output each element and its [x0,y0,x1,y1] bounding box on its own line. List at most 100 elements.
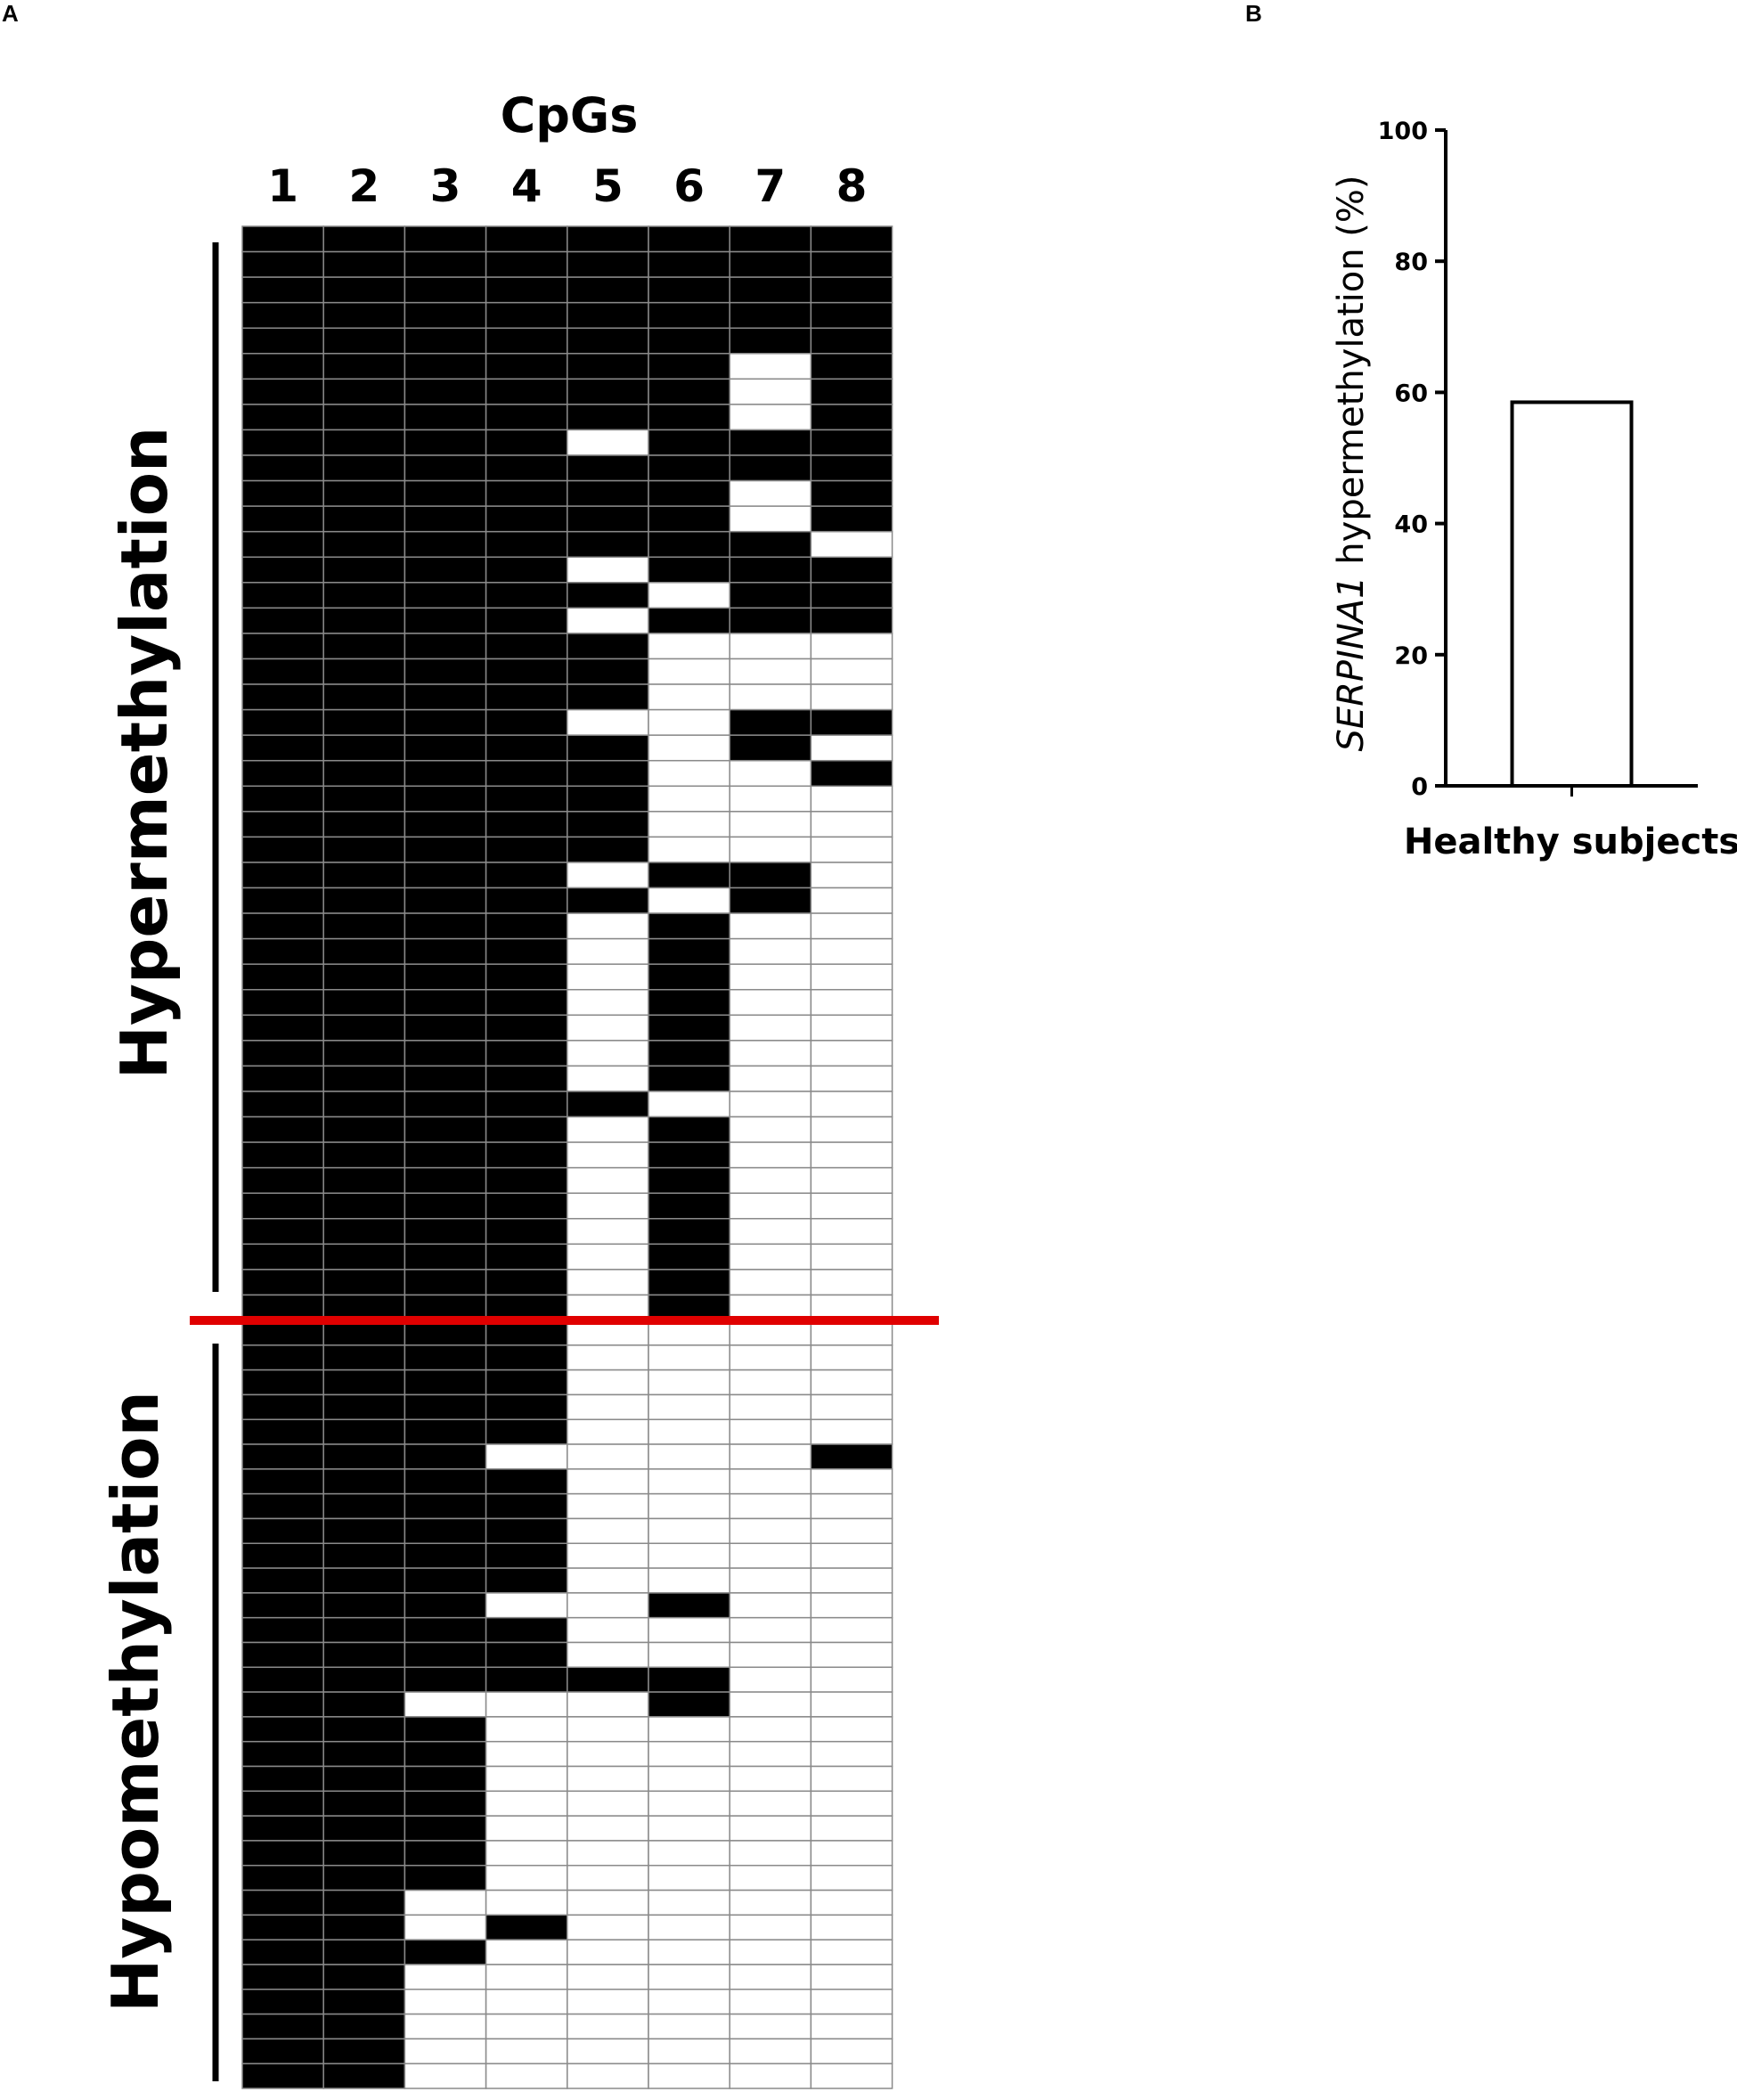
hypermethylation-cell [810,633,893,660]
hypomethylation-cell [567,1765,649,1793]
hypermethylation-cell [485,1115,568,1143]
hypermethylation-cell [810,1166,893,1194]
hypomethylation-cell [404,1716,487,1743]
hypermethylation-cell [648,988,730,1017]
hypermethylation-cell [648,378,730,405]
hypomethylation-cell [404,1344,487,1371]
y-axis-label: SERPINA1 hypermethylation (%) [1331,175,1372,751]
hypermethylation-cell [810,505,893,533]
hypermethylation-cell [241,1243,324,1271]
hypermethylation-cell [322,404,406,431]
hypermethylation-cell [810,708,893,736]
hypomethylation-cell [810,1616,893,1644]
hypomethylation-cell [485,1666,568,1693]
hypermethylation-cell [404,862,487,889]
hypermethylation-cell [810,530,893,559]
hypomethylation-cell [648,1616,730,1644]
hypomethylation-cell [485,1740,568,1768]
hypermethylation-cell [648,1014,730,1042]
hypomethylation-cell [810,2038,893,2064]
hypomethylation-cell [648,1815,730,1842]
hypomethylation-cell [810,2013,893,2040]
hypomethylation-cell [322,1939,406,1965]
hypermethylation-cell [648,937,730,965]
hypermethylation-cell [567,633,649,660]
hypomethylation-cell [241,1914,324,1941]
hypomethylation-cell [810,1492,893,1520]
hypomethylation-cell [729,1517,812,1545]
hypermethylation-cell [567,276,649,304]
bar-x-labels: Healthy subjects [1404,786,1737,862]
hypermethylation-cell [241,633,324,660]
hypermethylation-cell [241,708,324,736]
hypermethylation-cell [648,479,730,507]
hypermethylation-cell [567,862,649,889]
hypermethylation-cell [322,505,406,533]
hypomethylation-cell [322,1567,406,1594]
hypomethylation-cell [404,2063,487,2089]
hypermethylation-cell [241,1269,324,1296]
hypomethylation-cell [322,1914,406,1941]
hypomethylation-cell [241,1989,324,2015]
hypomethylation-cell [322,1492,406,1520]
hypermethylation-cell [648,785,730,813]
hypomethylation-cell [729,1716,812,1743]
hypermethylation-cell [485,404,568,431]
hypomethylation-cell [241,1592,324,1619]
hypermethylation-cell [729,454,812,482]
hypermethylation-cell [729,963,812,991]
hypermethylation-cell [729,1014,812,1042]
hypomethylation-cell [567,2013,649,2040]
hypomethylation-cell [729,1616,812,1644]
hypermethylation-cell [404,1218,487,1246]
y-tick-label: 0 [1411,773,1428,801]
bar-y-ticks: 0 20 40 60 80 100 [1378,118,1446,801]
y-tick-label: 100 [1378,118,1428,145]
hypermethylation-cell [404,353,487,380]
hypermethylation-cell [810,301,893,329]
hypermethylation-cell [810,734,893,762]
hypomethylation-cell [567,1616,649,1644]
hypermethylation-cell [810,811,893,838]
hypermethylation-cell [322,937,406,965]
hypermethylation-cell [648,1243,730,1271]
hypomethylation-cell [485,1592,568,1619]
hypomethylation-cell [729,2013,812,2040]
hypermethylation-cell [729,1192,812,1220]
hypomethylation-cell [241,1939,324,1965]
hypomethylation-cell [729,2063,812,2089]
hypermethylation-cell [567,327,649,355]
hypermethylation-cell [648,582,730,609]
hypomethylation-cell [648,1393,730,1420]
cpg-tick-label: 7 [754,160,786,212]
hypomethylation-cell [404,1790,487,1817]
hypermethylation-cell [404,607,487,634]
hypomethylation-cell [485,1914,568,1941]
hypomethylation-cell [729,1567,812,1594]
hypomethylation-cell [810,1864,893,1892]
hypermethylation-cell [567,1115,649,1143]
hypomethylation-cell [322,1815,406,1842]
hypomethylation-cell [648,1964,730,1990]
hypomethylation-cell [485,1542,568,1569]
hypomethylation-cell [485,1344,568,1371]
hypermethylation-cell [567,301,649,329]
hypomethylation-cell [241,1492,324,1520]
hypomethylation-cell [241,2038,324,2064]
hypermethylation-cell [322,836,406,863]
hypermethylation-label: Hypermethylation [107,427,182,1080]
hypermethylation-cell [810,378,893,405]
hypermethylation-cell [404,708,487,736]
hypermethylation-cell [567,250,649,278]
hypermethylation-cell [729,1065,812,1092]
hypermethylation-cell [810,479,893,507]
hypomethylation-cell [241,1393,324,1420]
hypermethylation-cell [322,963,406,991]
hypermethylation-cell [567,1091,649,1118]
hypomethylation-cell [404,1641,487,1669]
hypermethylation-cell [322,429,406,456]
hypomethylation-cell [729,1889,812,1916]
hypermethylation-cell [810,862,893,889]
hypomethylation-cell [567,1914,649,1941]
